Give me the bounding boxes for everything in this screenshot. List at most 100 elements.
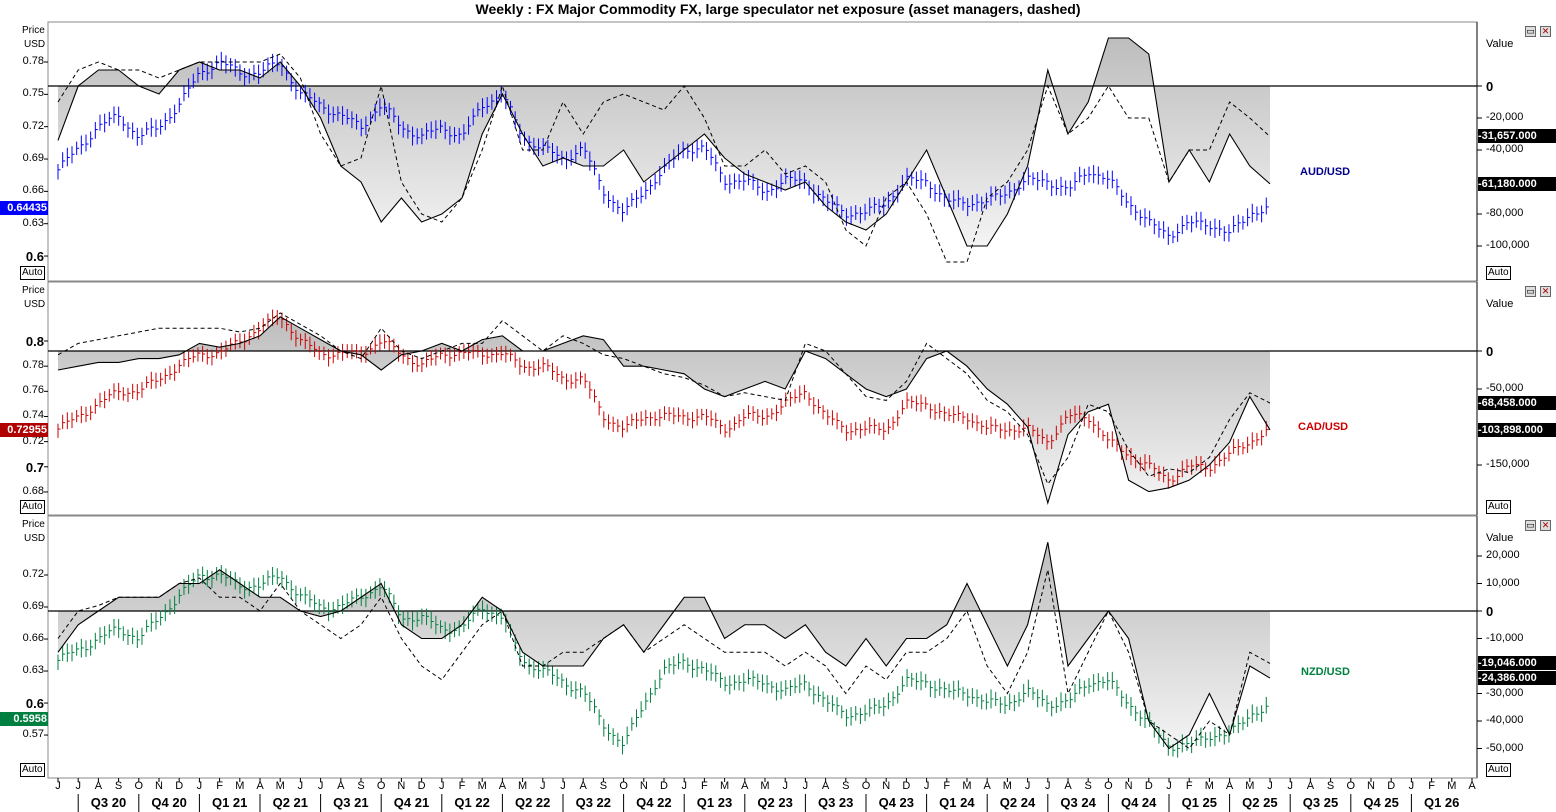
price-bar [519,357,523,375]
price-bar [169,365,173,380]
price-bar [654,679,658,696]
price-bar [710,410,714,427]
quarter-label: Q1 25 [1181,795,1218,810]
price-bar [663,659,667,675]
price-bar [761,409,765,426]
price-bar [677,653,681,670]
price-bar [617,732,621,747]
month-label: N [397,780,406,792]
month-label: S [114,780,123,792]
price-bar [752,406,756,421]
price-bar [673,407,677,425]
price-tick-label: 0.72 [22,119,44,132]
price-bar [971,194,975,211]
price-bar [995,418,999,432]
price-bar [761,182,765,201]
month-label: O [376,780,386,792]
price-bar [216,567,220,581]
price-bar [99,114,103,131]
price-bar [757,409,761,424]
panel-minimize-button[interactable]: ▭ [1525,26,1536,37]
price-bar [1209,731,1213,747]
price-bar [831,695,835,712]
price-bar [645,409,649,426]
price-bar [482,600,486,620]
price-bar [1205,218,1209,235]
price-bar [1228,445,1232,462]
price-bar [514,352,518,368]
month-label: M [962,780,972,792]
price-bar [113,618,117,636]
price-bar [640,411,644,427]
price-bar [603,718,607,737]
price-bar [850,422,854,440]
price-bar [1265,696,1269,714]
price-bar [290,73,294,92]
price-bar [1181,460,1185,478]
price-bar [920,170,924,190]
price-bar [57,163,61,180]
price-bar [570,374,574,389]
auto-scale-left-button[interactable]: Auto [20,266,45,280]
price-bar [1009,181,1013,199]
price-bar [943,406,947,422]
price-bar [1149,455,1153,469]
price-bar [1065,693,1069,709]
month-label: M [1002,780,1012,792]
price-bar [542,138,546,156]
price-bar [216,346,220,359]
auto-scale-right-button[interactable]: Auto [1486,763,1511,777]
auto-scale-right-button[interactable]: Auto [1486,500,1511,514]
panel-close-button[interactable]: ✕ [1540,26,1551,37]
price-bar [220,51,224,71]
price-bar [197,347,201,362]
price-bar [1177,223,1181,242]
month-label: N [155,780,163,792]
price-bar [1041,428,1045,445]
last-value-label: -31,657.000 [1478,128,1556,143]
price-bar [444,347,448,364]
price-bar [631,193,635,207]
value-tick-label: -50,000 [1486,741,1524,754]
panel-close-button[interactable]: ✕ [1540,520,1551,531]
price-bar [113,383,117,399]
price-bar [220,342,224,360]
price-bar [803,172,807,189]
panel-close-button[interactable]: ✕ [1540,286,1551,297]
price-bar [1237,715,1241,734]
price-bar [911,672,915,687]
price-bar [897,410,901,427]
price-bar [1200,456,1204,473]
price-bar [911,395,915,409]
panel-minimize-button[interactable]: ▭ [1525,286,1536,297]
auto-scale-left-button[interactable]: Auto [20,763,45,777]
panel-minimize-button[interactable]: ▭ [1525,520,1536,531]
price-bar [211,570,215,588]
price-bar [468,116,472,135]
price-bar [990,186,994,206]
quarter-label: Q2 24 [999,795,1036,810]
month-label: O [1346,780,1356,792]
price-bar [342,595,346,615]
price-bar [486,97,490,114]
price-bar [1004,185,1008,204]
month-label: J [1024,780,1031,792]
price-bar [836,412,840,430]
price-tick-label: 0.66 [22,184,44,197]
auto-scale-right-button[interactable]: Auto [1486,266,1511,280]
price-bar [962,196,966,211]
price-bar [300,588,304,602]
price-bar [1046,695,1050,713]
price-bar [1032,172,1036,186]
price-bar [90,405,94,421]
price-bar [276,568,280,585]
price-bar [248,331,252,345]
auto-scale-left-button[interactable]: Auto [20,500,45,514]
price-bar [775,180,779,199]
price-bar [160,372,164,387]
price-bar [747,405,751,419]
price-bar [388,336,392,351]
price-bar [1079,405,1083,420]
price-bar [752,173,756,190]
month-label: A [741,780,749,792]
